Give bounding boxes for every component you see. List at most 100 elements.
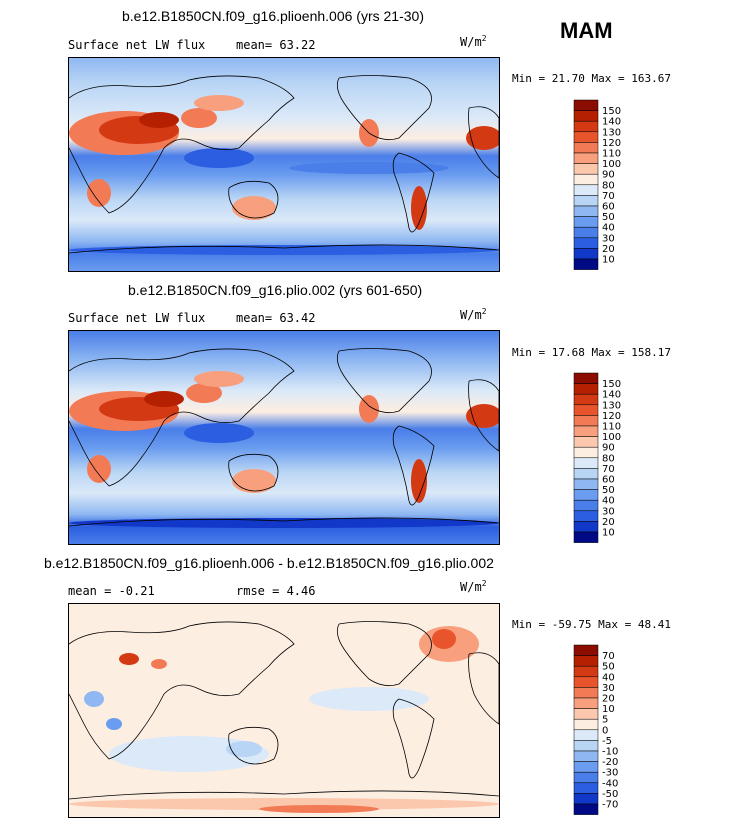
panel2-map-field [69, 331, 499, 544]
colorbar-tick-label: 140 [602, 117, 621, 128]
colorbar-tick-label: 90 [602, 170, 615, 181]
colorbar-swatch [573, 740, 599, 752]
colorbar-tick-label: -5 [602, 736, 612, 747]
panel3-title: b.e12.B1850CN.f09_g16.plioenh.006 - b.e1… [44, 555, 494, 571]
colorbar-swatch [573, 258, 599, 270]
colorbar-tick-label: 140 [602, 390, 621, 401]
colorbar-swatch [573, 718, 599, 731]
season-label: MAM [560, 18, 613, 43]
colorbar-swatch [573, 110, 599, 122]
panel2-variable-label: Surface net LW flux [68, 311, 206, 325]
colorbar-tick-label: 110 [602, 149, 621, 160]
colorbar-tick-label: 90 [602, 443, 615, 454]
panel3-rmse-label: rmse = 4.46 [236, 584, 316, 598]
colorbar-swatch [573, 205, 599, 217]
panel2-units: W/m2 [460, 307, 487, 322]
colorbar-tick-label: 70 [602, 191, 615, 202]
colorbar-tick-label: 120 [602, 138, 621, 149]
colorbar-swatch [573, 771, 599, 784]
colorbar-swatch [573, 729, 599, 741]
colorbar-tick-label: -40 [602, 778, 618, 789]
panel2-mean-label: mean= 63.42 [236, 311, 316, 325]
panel1-map [68, 57, 500, 272]
colorbar-swatch [573, 782, 599, 794]
panel1-map-field [69, 58, 499, 271]
colorbar-swatch [573, 173, 599, 186]
panel2-map [68, 330, 500, 545]
colorbar-swatch [573, 216, 599, 228]
panel1-mean-label: mean= 63.22 [236, 38, 316, 52]
colorbar-tick-label: 40 [602, 672, 615, 683]
colorbar-swatch [573, 383, 599, 395]
colorbar-swatch [573, 687, 599, 699]
colorbar-tick-label: -20 [602, 757, 618, 768]
colorbar-tick-label: 130 [602, 127, 621, 138]
colorbar-swatch [573, 248, 599, 260]
colorbar-swatch [573, 457, 599, 469]
colorbar-swatch [573, 184, 599, 196]
colorbar-swatch [573, 521, 599, 533]
panel3-mean-label: mean = -0.21 [68, 584, 155, 598]
colorbar-tick-label: 5 [602, 715, 608, 726]
colorbar-tick-label: 20 [602, 694, 615, 705]
colorbar-tick-label: 50 [602, 662, 615, 673]
colorbar-tick-label: 20 [602, 244, 615, 255]
colorbar-tick-label: 120 [602, 411, 621, 422]
colorbar-tick-label: 10 [602, 255, 615, 266]
colorbar-swatch [573, 510, 599, 522]
colorbar-swatch [573, 152, 599, 164]
colorbar-swatch [573, 644, 599, 656]
colorbar-tick-label: 20 [602, 517, 615, 528]
panel1-colorbar: 150 140 130 120 110 100 90 80 70 60 50 40 30 20 10 [573, 99, 634, 270]
colorbar-tick-label: -70 [602, 800, 618, 811]
panel1-variable-label: Surface net LW flux [68, 38, 206, 52]
colorbar-tick-label: 40 [602, 223, 615, 234]
colorbar-swatch [573, 436, 599, 448]
panel3-map [68, 603, 500, 818]
colorbar-swatch [573, 163, 599, 175]
colorbar-swatch [573, 372, 599, 384]
colorbar-tick-label: 150 [602, 106, 621, 117]
colorbar-tick-label: 70 [602, 651, 615, 662]
panel2-minmax: Min = 17.68 Max = 158.17 [512, 346, 671, 359]
colorbar-swatch [573, 415, 599, 427]
colorbar-tick-label: 100 [602, 432, 621, 443]
colorbar-tick-label: 150 [602, 379, 621, 390]
colorbar-swatch [573, 99, 599, 111]
colorbar-swatch [573, 676, 599, 688]
colorbar-tick-label: 50 [602, 212, 615, 223]
colorbar-swatch [573, 499, 599, 512]
panel2-colorbar: 150 140 130 120 110 100 90 80 70 60 50 40 30 20 10 [573, 372, 634, 543]
colorbar-tick-label: 80 [602, 453, 615, 464]
colorbar-tick-label: 30 [602, 233, 615, 244]
colorbar-swatch [573, 195, 599, 207]
colorbar-swatch [573, 237, 599, 249]
colorbar-swatch [573, 446, 599, 459]
colorbar-tick-label: -50 [602, 789, 618, 800]
colorbar-tick-label: 0 [602, 725, 608, 736]
colorbar-swatch [573, 131, 599, 143]
colorbar-tick-label: -30 [602, 768, 618, 779]
colorbar-swatch [573, 393, 599, 406]
colorbar-swatch [573, 120, 599, 133]
colorbar-tick-label: 100 [602, 159, 621, 170]
colorbar-swatch [573, 226, 599, 239]
colorbar-tick-label: -10 [602, 747, 618, 758]
colorbar-tick-label: 30 [602, 506, 615, 517]
colorbar-swatch [573, 489, 599, 501]
colorbar-swatch [573, 665, 599, 678]
colorbar-swatch [573, 793, 599, 805]
colorbar-swatch [573, 655, 599, 667]
colorbar-tick-label: 130 [602, 400, 621, 411]
colorbar-tick-label: 10 [602, 528, 615, 539]
colorbar-swatch [573, 425, 599, 437]
colorbar-swatch [573, 708, 599, 720]
panel3-units: W/m2 [460, 579, 487, 594]
colorbar-swatch [573, 761, 599, 773]
colorbar-tick-label: 40 [602, 496, 615, 507]
panel1-title: b.e12.B1850CN.f09_g16.plioenh.006 (yrs 2… [122, 8, 424, 24]
panel1-minmax: Min = 21.70 Max = 163.67 [512, 72, 671, 85]
colorbar-swatch [573, 478, 599, 490]
colorbar-tick-label: 30 [602, 683, 615, 694]
colorbar-swatch [573, 803, 599, 815]
